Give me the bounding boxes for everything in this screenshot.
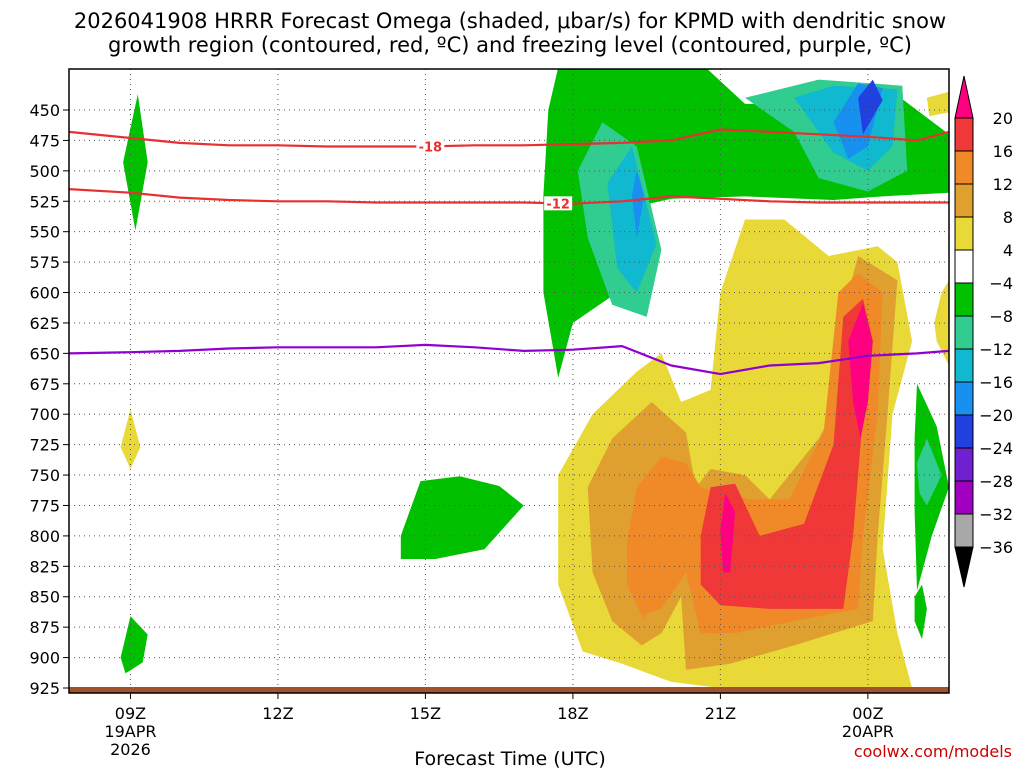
y-tick-label: 625 — [29, 314, 60, 333]
x-tick-label: 21Z — [705, 704, 736, 723]
y-tick-label: 575 — [29, 253, 60, 272]
y-tick-label: 925 — [29, 679, 60, 698]
y-tick-label: 750 — [29, 466, 60, 485]
terrain-ground-band — [69, 687, 949, 693]
colorbar-swatch — [954, 414, 974, 449]
colorbar-swatch — [954, 447, 974, 482]
x-tick-label: 18Z — [557, 704, 588, 723]
contour-line-2 — [69, 343, 949, 376]
omega-region-11 — [858, 79, 883, 135]
y-axis: 450 475 500 525 550 575 600 625 650 675 700 725 750 7… — [29, 101, 69, 698]
contour-lines-layer — [69, 128, 949, 376]
x-axis-title: Forecast Time (UTC) — [414, 748, 605, 768]
grid-layer — [69, 69, 949, 693]
y-tick-label: 525 — [29, 192, 60, 211]
colorbar-label: −16 — [979, 373, 1013, 392]
x-tick-label: 12Z — [262, 704, 293, 723]
y-tick-label: 500 — [29, 162, 60, 181]
y-tick-label: 650 — [29, 344, 60, 363]
y-tick-label: 800 — [29, 527, 60, 546]
omega-shading-layer — [120, 69, 949, 688]
colorbar-swatch — [954, 513, 974, 548]
omega-region-13 — [917, 438, 942, 506]
y-tick-label: 600 — [29, 284, 60, 303]
omega-region-9 — [631, 170, 645, 238]
colorbar-label: 12 — [993, 175, 1013, 194]
contour-label: -18 — [419, 140, 443, 155]
contour-label-background — [416, 139, 445, 154]
chart-title-line-2: growth region (contoured, red, ºC) and f… — [108, 33, 912, 57]
colorbar-label: −28 — [979, 472, 1013, 491]
omega-region-0 — [123, 94, 148, 231]
omega-region-20 — [636, 560, 652, 622]
colorbar-label: −24 — [979, 439, 1013, 458]
omega-region-1 — [120, 616, 148, 674]
contour-label-background — [544, 196, 573, 211]
y-tick-label: 825 — [29, 557, 60, 576]
x-tick-date-label: 19APR — [104, 722, 156, 741]
colorbar-swatch — [954, 315, 974, 350]
colorbar-swatch — [954, 249, 974, 284]
colorbar: 20 16 12 8 4 −4 −8 −12 −16 −20 −24 −28 −32 −36 — [954, 75, 1013, 588]
x-tick-label: 00Z — [852, 704, 883, 723]
colorbar-label: −36 — [979, 538, 1013, 557]
omega-region-7 — [607, 146, 657, 293]
colorbar-label: 16 — [993, 142, 1013, 161]
colorbar-swatch — [954, 183, 974, 218]
x-tick-label: 09Z — [115, 704, 146, 723]
colorbar-label: −20 — [979, 406, 1013, 425]
colorbar-bottom-arrow — [954, 546, 974, 588]
y-tick-label: 850 — [29, 588, 60, 607]
colorbar-label: −32 — [979, 505, 1013, 524]
x-tick-label: 15Z — [410, 704, 441, 723]
colorbar-swatch — [954, 282, 974, 317]
colorbar-swatch — [954, 348, 974, 383]
omega-region-16 — [934, 280, 949, 366]
x-tick-date-label: 20APR — [842, 722, 894, 741]
omega-region-22 — [720, 493, 736, 573]
contour-label: -12 — [546, 197, 570, 212]
colorbar-swatch — [954, 381, 974, 416]
omega-region-14 — [914, 584, 927, 640]
contour-labels-layer: -18 -12 — [416, 139, 573, 212]
y-tick-label: 875 — [29, 618, 60, 637]
colorbar-label: −12 — [979, 340, 1013, 359]
colorbar-label: −8 — [989, 307, 1013, 326]
omega-region-23 — [848, 303, 873, 439]
y-tick-label: 450 — [29, 101, 60, 120]
colorbar-swatch — [954, 117, 974, 152]
y-tick-label: 725 — [29, 436, 60, 455]
colorbar-label: 8 — [1003, 208, 1013, 227]
omega-region-3 — [400, 476, 524, 559]
omega-region-15 — [926, 91, 949, 117]
credit-text: coolwx.com/models — [854, 742, 1012, 761]
colorbar-label: −4 — [989, 274, 1013, 293]
y-tick-label: 700 — [29, 405, 60, 424]
omega-region-21 — [700, 298, 873, 609]
colorbar-label: 20 — [993, 109, 1013, 128]
y-tick-label: 475 — [29, 131, 60, 150]
colorbar-swatch — [954, 216, 974, 251]
colorbar-swatch — [954, 150, 974, 185]
chart-title-line-1: 2026041908 HRRR Forecast Omega (shaded, … — [74, 9, 946, 33]
colorbar-label: 4 — [1003, 241, 1013, 260]
x-tick-year-label: 2026 — [110, 740, 151, 759]
y-tick-label: 775 — [29, 496, 60, 515]
contour-line-0 — [69, 128, 949, 148]
plot-frame — [68, 68, 950, 694]
colorbar-swatch — [954, 480, 974, 515]
y-tick-label: 550 — [29, 223, 60, 242]
contour-line-1 — [69, 188, 949, 205]
y-tick-label: 675 — [29, 375, 60, 394]
y-tick-label: 900 — [29, 649, 60, 668]
